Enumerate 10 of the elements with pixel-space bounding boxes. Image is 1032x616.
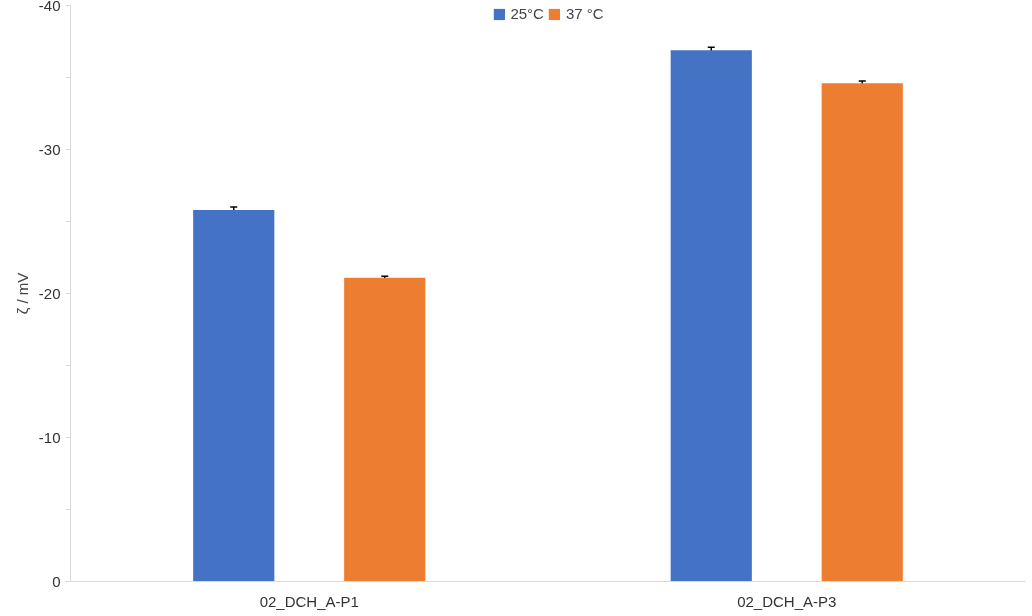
legend-label: 25°C: [510, 5, 544, 22]
legend-label: 37 °C: [565, 5, 604, 22]
y-tick-label: -20: [38, 284, 61, 302]
x-tick-label: 02_DCH_A-P3: [737, 592, 837, 610]
y-tick-label: -40: [38, 0, 61, 14]
y-tick-label: -10: [38, 428, 61, 446]
y-axis-title: ζ / mV: [13, 272, 31, 315]
x-tick-label: 02_DCH_A-P1: [259, 592, 359, 610]
y-tick-label: 0: [52, 572, 61, 590]
y-tick-label: -30: [38, 140, 61, 158]
